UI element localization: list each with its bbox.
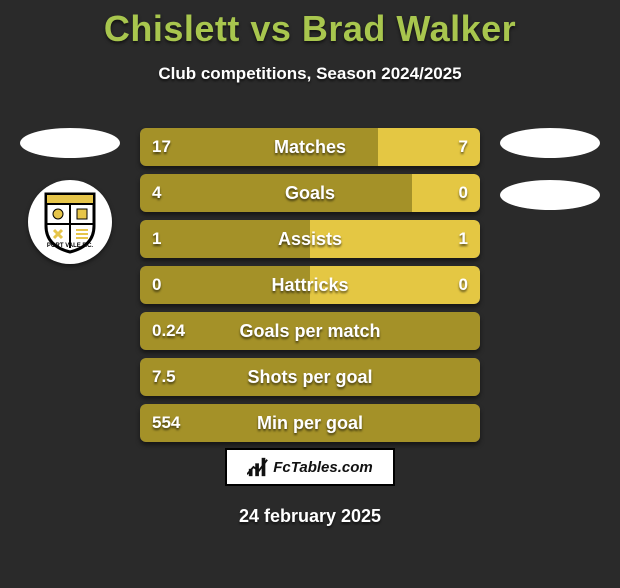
stat-row: 7.5Shots per goal [140, 358, 480, 396]
stats-container: 177Matches 40Goals 11Assists 00Hattricks 0.2… [140, 128, 480, 450]
stat-label: Goals per match [140, 312, 480, 350]
left-crest-ellipse [20, 128, 120, 158]
page-title: Chislett vs Brad Walker [0, 8, 620, 50]
page-subtitle: Club competitions, Season 2024/2025 [0, 64, 620, 84]
stat-row: 40Goals [140, 174, 480, 212]
footer-brand-logo: FcTables.com [225, 448, 395, 486]
bar-chart-icon [247, 457, 269, 477]
stat-row: 00Hattricks [140, 266, 480, 304]
stat-label: Hattricks [140, 266, 480, 304]
svg-text:PORT VALE F.C.: PORT VALE F.C. [47, 243, 94, 249]
footer-brand-text: FcTables.com [273, 459, 372, 476]
stat-label: Shots per goal [140, 358, 480, 396]
right-crest-column [500, 128, 600, 210]
stat-row: 554Min per goal [140, 404, 480, 442]
stat-row: 177Matches [140, 128, 480, 166]
stat-row: 11Assists [140, 220, 480, 258]
stat-label: Min per goal [140, 404, 480, 442]
port-vale-crest: PORT VALE F.C. [28, 180, 112, 264]
stat-label: Assists [140, 220, 480, 258]
stat-label: Goals [140, 174, 480, 212]
stat-label: Matches [140, 128, 480, 166]
footer-date: 24 february 2025 [0, 506, 620, 527]
stat-row: 0.24Goals per match [140, 312, 480, 350]
right-crest-ellipse [500, 180, 600, 210]
left-crest-column: PORT VALE F.C. [20, 128, 120, 264]
right-crest-ellipse [500, 128, 600, 158]
